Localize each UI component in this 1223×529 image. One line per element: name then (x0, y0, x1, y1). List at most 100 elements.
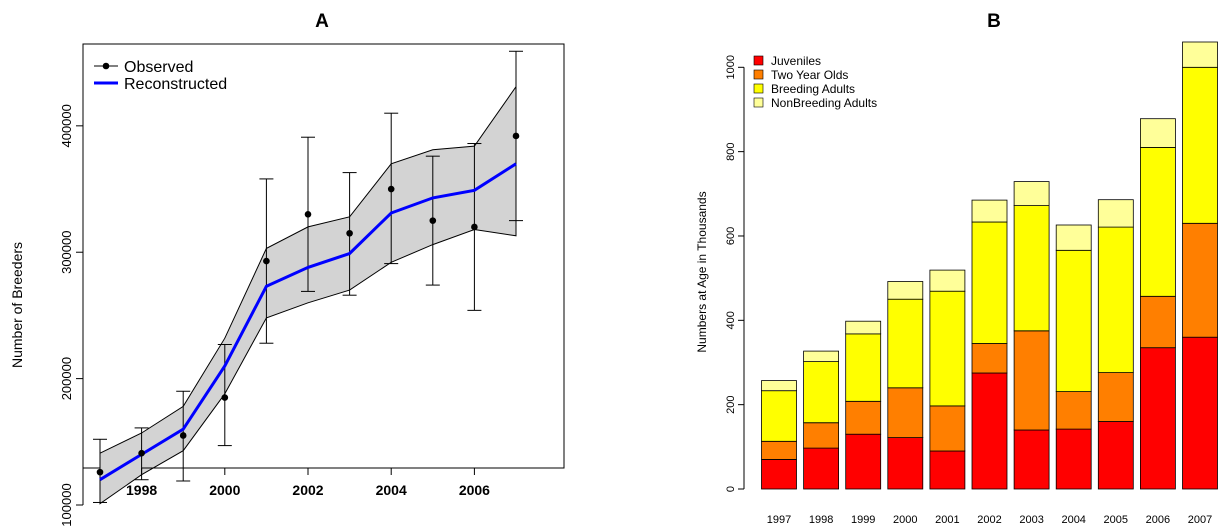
bar-segment (971, 372, 1008, 490)
bar-segment (803, 422, 839, 449)
y-tick-label: 400 (725, 311, 737, 329)
y-tick-label: 800 (725, 142, 737, 160)
bar-segment (1055, 428, 1092, 490)
bar-segment (1013, 181, 1050, 207)
y-tick-label: 300000 (59, 231, 74, 274)
bar-segment (803, 350, 839, 363)
bar-stack (761, 380, 797, 490)
bar-segment (1013, 330, 1050, 431)
bar-stack (845, 320, 882, 490)
bar-segment (971, 199, 1008, 223)
panel-a-x-axis: 1998 2000 2002 2004 2006 (126, 467, 490, 498)
bar-segment (803, 361, 839, 424)
legend-reconstructed-label: Reconstructed (124, 76, 227, 93)
bar-segment (971, 343, 1008, 374)
bar-stack (887, 281, 924, 490)
legend-observed-marker (102, 62, 110, 70)
x-tick-label: 2006 (459, 482, 490, 498)
bar-stack (1097, 199, 1134, 490)
observed-point (387, 185, 395, 193)
bar-segment (1055, 249, 1092, 393)
panel-b-x-axis-labels: 1997 1998 1999 2000 2001 2002 2003 2004 2005 2006… (767, 514, 1212, 526)
observed-point (221, 394, 229, 401)
observed-point (512, 132, 520, 140)
x-tick-label: 2000 (209, 482, 240, 498)
bar-segment (1097, 199, 1134, 228)
bar-stack (971, 199, 1008, 490)
bar-segment (887, 281, 924, 300)
bar-segment (1182, 222, 1218, 338)
bar-segment (1182, 41, 1218, 68)
reconstructed-series-line (99, 162, 517, 481)
bar-stack (1055, 224, 1092, 490)
legend-item: Juveniles (753, 54, 821, 68)
bar-segment (845, 333, 882, 402)
bar-segment (1097, 372, 1134, 422)
observed-point (96, 468, 104, 476)
bar-segment (929, 450, 966, 490)
bar-segment (1140, 118, 1176, 148)
panel-a-reconstructed-line (99, 162, 517, 481)
panel-b-stacked-bar-chart: B Numbers at Age in Thousands 0 200 400 600… (695, 11, 1218, 526)
bar-segment (929, 290, 966, 407)
bar-segment (887, 437, 924, 490)
panel-a-observed-points (96, 132, 520, 476)
panel-b-bars (761, 41, 1218, 490)
bar-segment (1055, 391, 1092, 430)
y-tick-label: 600 (725, 227, 737, 245)
bar-stack (803, 350, 839, 490)
bar-segment (845, 433, 882, 490)
x-category-label: 2004 (1061, 514, 1085, 526)
legend-swatch (753, 97, 764, 108)
y-tick-label: 200000 (59, 357, 74, 400)
legend-label: NonBreeding Adults (771, 96, 877, 110)
legend-label: Juveniles (771, 54, 821, 68)
x-category-label: 2007 (1188, 514, 1212, 526)
x-category-label: 2005 (1104, 514, 1128, 526)
bar-segment (1013, 429, 1050, 490)
bar-stack (1140, 118, 1176, 490)
y-tick-label: 0 (725, 486, 737, 492)
bar-segment (761, 380, 797, 392)
bar-stack (929, 269, 966, 490)
x-tick-label: 1998 (126, 482, 157, 498)
bar-segment (1055, 224, 1092, 251)
bar-segment (929, 405, 966, 452)
y-tick-label: 200 (725, 395, 737, 413)
y-tick-label: 400000 (59, 104, 74, 147)
bar-segment (1182, 336, 1218, 490)
legend-item: Two Year Olds (753, 68, 848, 82)
legend-swatch (753, 69, 764, 80)
bar-segment (1140, 146, 1176, 297)
bar-segment (929, 269, 966, 292)
x-tick-label: 2004 (376, 482, 407, 498)
legend-observed-label: Observed (124, 59, 193, 76)
observed-point (304, 211, 312, 218)
observed-point (263, 257, 270, 265)
observed-point (346, 229, 353, 237)
bar-segment (1097, 226, 1134, 374)
x-category-label: 1998 (809, 514, 833, 526)
panel-a-title: A (315, 11, 329, 32)
observed-point (429, 217, 437, 224)
legend-item: NonBreeding Adults (753, 96, 877, 110)
panel-b-y-axis: 0 200 400 600 800 1000 (725, 55, 745, 492)
bar-segment (845, 400, 882, 435)
legend-swatch (753, 55, 764, 66)
panel-b-title: B (987, 11, 1001, 32)
bar-segment (887, 298, 924, 389)
bar-segment (1140, 347, 1176, 490)
x-category-label: 2003 (1019, 514, 1043, 526)
bar-segment (761, 440, 797, 460)
panel-a-line-chart: A Number of Breeders 100000 200000 300000 4… (9, 11, 565, 527)
observed-point (179, 432, 187, 439)
y-tick-label: 100000 (59, 483, 74, 526)
legend-label: Breeding Adults (771, 82, 855, 96)
legend-item: Breeding Adults (753, 82, 855, 96)
bar-segment (1013, 205, 1050, 332)
x-category-label: 2000 (893, 514, 917, 526)
legend-label: Two Year Olds (771, 68, 848, 82)
x-tick-label: 2002 (292, 482, 323, 498)
